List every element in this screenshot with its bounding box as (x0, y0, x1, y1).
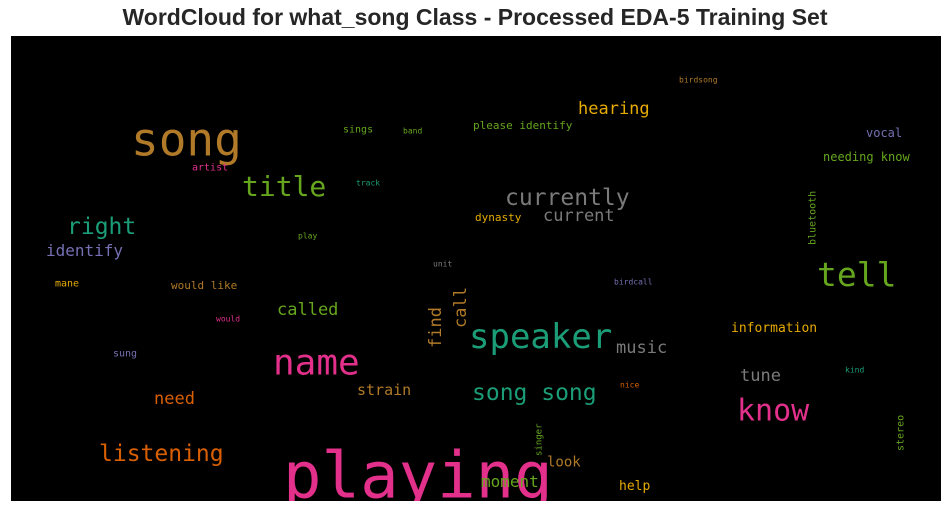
word-information: information (731, 321, 817, 336)
chart-title: WordCloud for what_song Class - Processe… (122, 4, 828, 30)
word-mane: mane (55, 278, 79, 289)
word-moment: moment (481, 472, 539, 491)
word-strain: strain (357, 381, 411, 399)
word-speaker: speaker (469, 317, 612, 357)
word-tune: tune (740, 366, 781, 386)
word-song: song (131, 112, 242, 166)
word-called: called (277, 300, 338, 320)
word-name: name (273, 343, 360, 384)
word-current: current (543, 206, 615, 226)
word-band: band (403, 127, 422, 136)
word-play: play (298, 232, 317, 241)
word-kind: kind (845, 366, 864, 375)
word-look: look (547, 455, 581, 471)
word-artist: artist (192, 162, 228, 173)
word-dynasty: dynasty (475, 211, 522, 224)
word-help: help (619, 479, 650, 494)
word-singer: singer (535, 423, 545, 456)
word-currently: currently (505, 185, 630, 211)
word-would: would (216, 315, 240, 324)
word-find: find (426, 307, 446, 348)
word-vocal: vocal (866, 126, 902, 140)
word-stereo: stereo (895, 415, 906, 451)
word-music: music (616, 338, 667, 358)
cloud-background (11, 36, 941, 501)
word-needing-know: needing know (823, 150, 910, 164)
word-please-identify: please identify (473, 119, 573, 132)
word-need: need (154, 389, 195, 409)
word-sings: sings (343, 124, 373, 135)
word-tell: tell (817, 255, 896, 294)
word-track: track (356, 179, 380, 188)
word-title: title (242, 170, 326, 203)
word-would-like: would like (171, 279, 237, 292)
word-unit: unit (433, 260, 452, 269)
word-know: know (737, 394, 810, 429)
word-right: right (67, 214, 136, 240)
word-nice: nice (620, 381, 639, 390)
word-listening: listening (99, 441, 224, 467)
word-bluetooth: bluetooth (807, 191, 818, 245)
wordcloud: song playing speaker name tell know title curre… (11, 36, 941, 501)
word-hearing: hearing (578, 99, 650, 119)
word-birdsong: birdsong (679, 76, 718, 85)
word-playing: playing (283, 439, 553, 501)
word-birdcall: birdcall (614, 278, 653, 287)
word-identify: identify (46, 241, 123, 260)
word-sung: sung (113, 348, 137, 359)
word-call: call (451, 287, 471, 328)
word-song-song: song song (472, 380, 597, 406)
